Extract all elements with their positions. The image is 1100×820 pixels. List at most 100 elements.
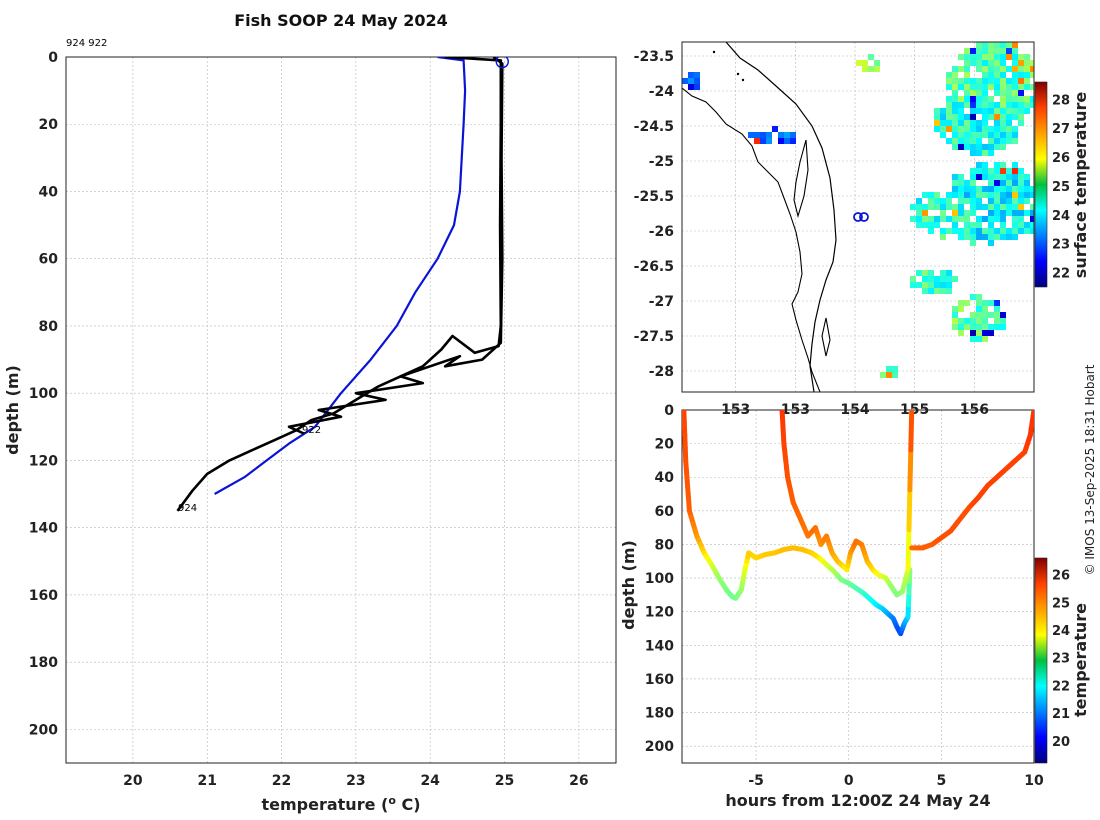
- time-y-tick: 140: [645, 638, 674, 654]
- sst-cell: [952, 318, 958, 324]
- sst-cell: [916, 270, 922, 276]
- sst-cell: [970, 318, 976, 324]
- sst-cell: [1030, 102, 1034, 108]
- sst-cell: [976, 54, 982, 60]
- cast-label-922: 922: [302, 425, 321, 436]
- sst-cell: [1012, 222, 1018, 228]
- sst-cell: [1006, 204, 1012, 210]
- sst-cell: [976, 318, 982, 324]
- sst-cell: [1000, 72, 1006, 78]
- sst-cell: [958, 102, 964, 108]
- sst-cell: [964, 120, 970, 126]
- sst-cell: [964, 228, 970, 234]
- sst-cell: [988, 84, 994, 90]
- sst-cell: [988, 150, 994, 156]
- sst-cell: [982, 42, 988, 48]
- sst-cell: [1012, 192, 1018, 198]
- tow-segment: [1030, 410, 1034, 419]
- sst-cell: [1030, 216, 1034, 222]
- sst-cell: [934, 114, 940, 120]
- sst-cell: [970, 108, 976, 114]
- sst-cell: [964, 96, 970, 102]
- temperature-colorbar-label: temperature: [1071, 603, 1090, 717]
- sst-cell: [1012, 210, 1018, 216]
- sst-cell: [970, 114, 976, 120]
- sst-cell: [1006, 198, 1012, 204]
- sst-cell: [958, 174, 964, 180]
- sst-cell: [1006, 174, 1012, 180]
- sst-cell: [1018, 216, 1024, 222]
- sst-cell: [928, 192, 934, 198]
- sst-cell: [988, 324, 994, 330]
- sst-colorbar-tick: 27: [1052, 122, 1070, 137]
- sst-cell: [976, 222, 982, 228]
- sst-cell: [958, 132, 964, 138]
- sst-cell: [940, 132, 946, 138]
- profile-x-tick: 22: [272, 773, 291, 789]
- sst-cell: [958, 216, 964, 222]
- sst-cell: [976, 102, 982, 108]
- sst-cell: [970, 192, 976, 198]
- sst-cell: [1006, 42, 1012, 48]
- sst-cell: [964, 138, 970, 144]
- sst-cell: [988, 102, 994, 108]
- sst-cell: [964, 318, 970, 324]
- sst-cell: [994, 120, 1000, 126]
- sst-colorbar-tick: 25: [1052, 180, 1070, 195]
- sst-cell: [946, 282, 952, 288]
- sst-cell: [1000, 162, 1006, 168]
- sst-cell: [1000, 126, 1006, 132]
- sst-cell: [958, 318, 964, 324]
- sst-cell: [964, 54, 970, 60]
- sst-cell: [982, 54, 988, 60]
- sst-cell: [928, 276, 934, 282]
- sst-cell: [976, 60, 982, 66]
- map-lat-tick: -23.5: [634, 49, 674, 65]
- sst-cell: [1024, 174, 1030, 180]
- tow-segment: [907, 447, 914, 493]
- tow-segment: [908, 410, 915, 453]
- sst-cell: [970, 138, 976, 144]
- sst-cell: [988, 210, 994, 216]
- sst-cell: [940, 276, 946, 282]
- sst-cell: [970, 312, 976, 318]
- sst-cell: [994, 84, 1000, 90]
- profile-series: [176, 57, 509, 512]
- time-y-tick: 80: [655, 537, 675, 553]
- sst-cell: [1012, 186, 1018, 192]
- sst-cell: [1018, 102, 1024, 108]
- sst-cell: [754, 132, 760, 138]
- sst-cell: [688, 72, 694, 78]
- sst-cell: [946, 126, 952, 132]
- sst-cell: [946, 72, 952, 78]
- sst-cell: [994, 198, 1000, 204]
- sst-cell: [988, 132, 994, 138]
- sst-cell: [940, 234, 946, 240]
- sst-cell: [1018, 168, 1024, 174]
- top-cast-ids: 924 922: [66, 38, 107, 49]
- sst-cell: [922, 276, 928, 282]
- sst-cell: [1018, 66, 1024, 72]
- temperature-colorbar-tick: 21: [1052, 707, 1070, 722]
- sst-cell: [958, 204, 964, 210]
- temperature-colorbar-tick: 20: [1052, 735, 1070, 750]
- sst-cell: [976, 306, 982, 312]
- sst-cell: [1024, 72, 1030, 78]
- sst-cell: [928, 270, 934, 276]
- sst-cell: [982, 84, 988, 90]
- sst-cell: [952, 306, 958, 312]
- temperature-colorbar-tick: 24: [1052, 624, 1070, 639]
- sst-cell: [760, 132, 766, 138]
- sst-cell: [784, 132, 790, 138]
- sst-cell: [1006, 66, 1012, 72]
- profile-x-tick: 20: [123, 773, 143, 789]
- sst-cell: [976, 330, 982, 336]
- time-depth-frame: [681, 409, 1035, 764]
- temperature-colorbar-tick: 23: [1052, 652, 1070, 667]
- sst-cell: [982, 78, 988, 84]
- temperature-colorbar: [1034, 557, 1048, 764]
- sst-cell: [952, 84, 958, 90]
- vessel-position-marker: [853, 212, 869, 222]
- sst-colorbar-label: surface temperature: [1071, 92, 1090, 279]
